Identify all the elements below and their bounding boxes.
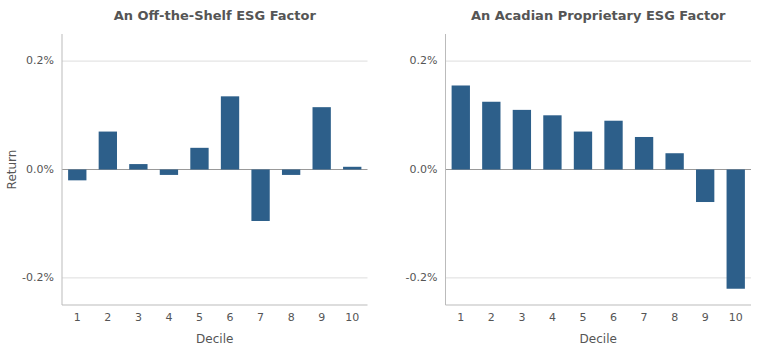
bar	[282, 170, 300, 175]
chart-title: An Off-the-Shelf ESG Factor	[114, 8, 317, 23]
chart-title: An Acadian Proprietary ESG Factor	[471, 8, 726, 23]
grid-line	[446, 61, 752, 62]
bar	[604, 121, 622, 170]
x-tick-label: 2	[488, 311, 495, 324]
bars	[452, 85, 745, 288]
chart-root: -0.2% 0.0% 0.2% 1 2 3 4 5 6 7 8 9 10 Decile Return An O…	[0, 0, 767, 355]
x-tick-label: 4	[549, 311, 556, 324]
panel: -0.2% 0.0% 0.2% 1 2 3 4 5 6 7 8 9 10 Decile An Acadian…	[406, 8, 751, 346]
bar	[99, 132, 117, 170]
chart-svg: -0.2% 0.0% 0.2% 1 2 3 4 5 6 7 8 9 10 Decile Return An O…	[0, 0, 767, 355]
bar	[160, 170, 178, 175]
y-axis-line	[445, 34, 446, 305]
y-tick-label: 0.2%	[26, 54, 54, 67]
x-tick-label: 4	[165, 311, 172, 324]
x-tick-label: 1	[457, 311, 464, 324]
bar	[665, 153, 683, 169]
bar	[251, 170, 269, 221]
bar	[574, 132, 592, 170]
bar	[696, 170, 714, 203]
x-axis-label: Decile	[196, 332, 233, 346]
bar	[452, 85, 470, 169]
x-tick-label: 3	[135, 311, 142, 324]
bars	[68, 96, 361, 221]
y-axis-line	[62, 34, 63, 305]
bar	[221, 96, 239, 169]
x-tick-label: 10	[729, 311, 743, 324]
grid-line	[446, 277, 752, 278]
bar	[482, 102, 500, 170]
y-tick-label: -0.2%	[406, 271, 438, 284]
x-tick-label: 7	[257, 311, 264, 324]
bar	[129, 164, 147, 169]
x-axis-line	[446, 305, 752, 306]
y-tick-label: 0.0%	[26, 163, 54, 176]
y-axis-label: Return	[5, 150, 19, 190]
x-tick-label: 10	[345, 311, 359, 324]
x-tick-label: 7	[641, 311, 648, 324]
x-tick-label: 5	[196, 311, 203, 324]
x-tick-label: 8	[671, 311, 678, 324]
x-axis-label: Decile	[580, 332, 617, 346]
panel: -0.2% 0.0% 0.2% 1 2 3 4 5 6 7 8 9 10 Decile Return An O…	[5, 8, 368, 346]
x-tick-label: 9	[702, 311, 709, 324]
bar	[68, 170, 86, 181]
bar	[343, 167, 361, 170]
x-tick-label: 1	[74, 311, 81, 324]
x-tick-label: 9	[318, 311, 325, 324]
x-tick-label: 6	[227, 311, 234, 324]
grid-line	[62, 277, 368, 278]
x-tick-label: 6	[610, 311, 617, 324]
x-tick-label: 8	[288, 311, 295, 324]
bar	[543, 115, 561, 169]
bar	[635, 137, 653, 170]
bar	[727, 170, 745, 289]
x-tick-label: 5	[579, 311, 586, 324]
y-tick-label: 0.0%	[410, 163, 438, 176]
x-tick-label: 2	[104, 311, 111, 324]
bar	[313, 107, 331, 169]
grid-line	[62, 61, 368, 62]
y-tick-label: 0.2%	[410, 54, 438, 67]
x-axis-line	[62, 305, 368, 306]
y-tick-label: -0.2%	[22, 271, 54, 284]
bar	[190, 148, 208, 170]
x-tick-label: 3	[518, 311, 525, 324]
bar	[513, 110, 531, 170]
